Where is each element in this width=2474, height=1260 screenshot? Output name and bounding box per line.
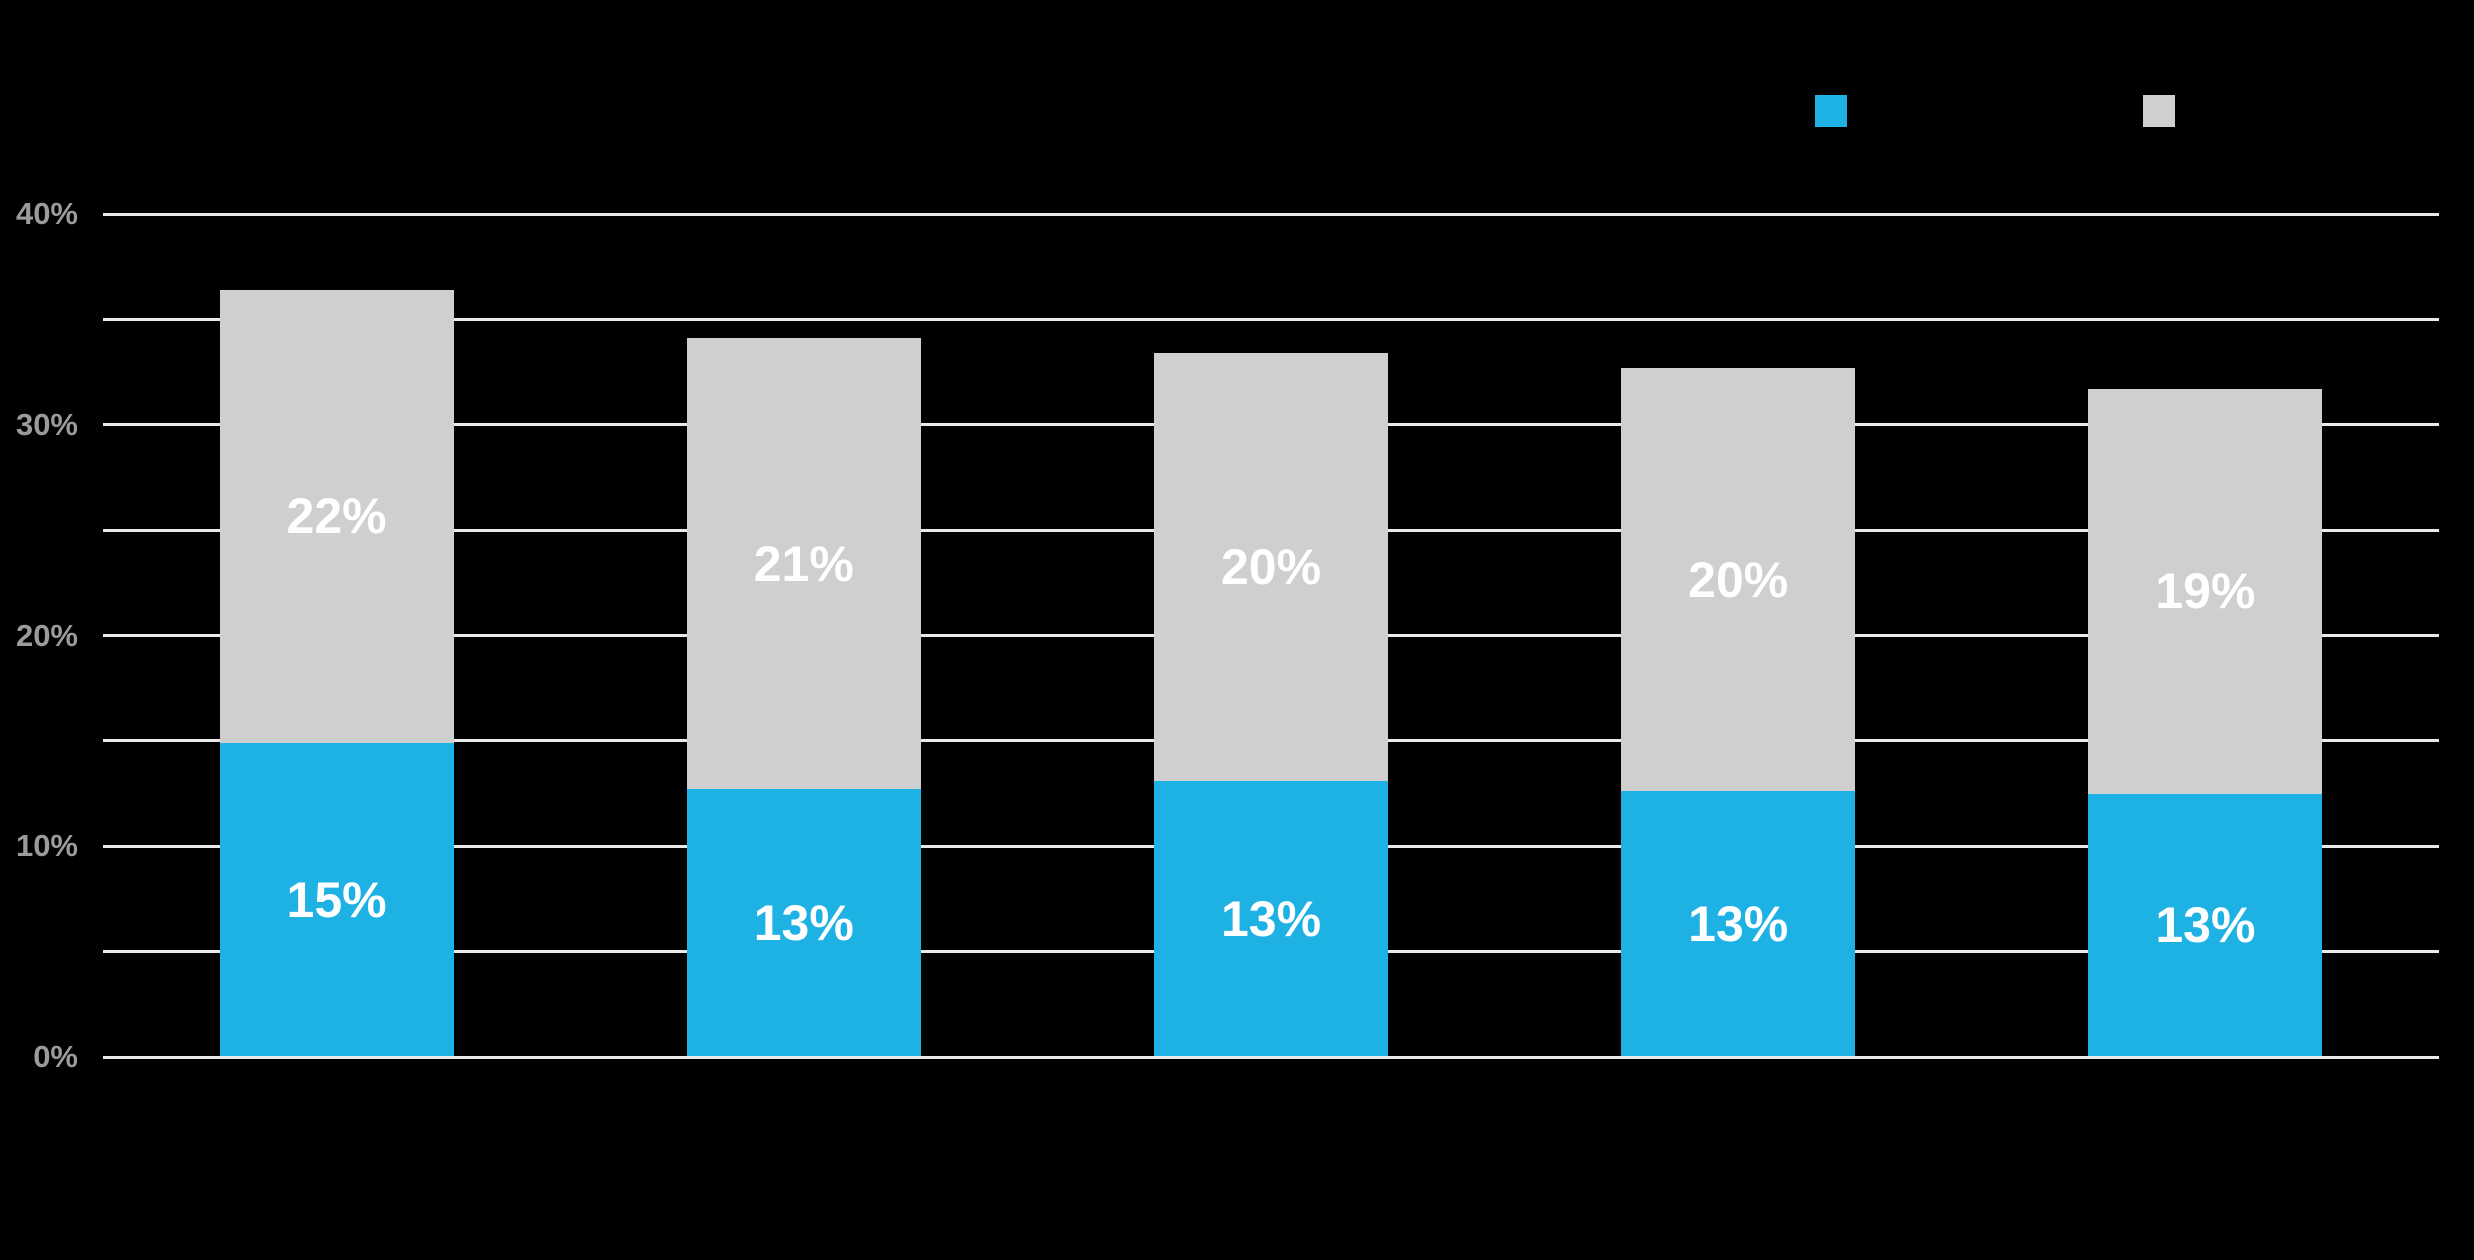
y-axis-tick-label: 40%: [15, 196, 78, 231]
bar-value-label: 20%: [1220, 539, 1322, 595]
y-axis-tick-label: 10%: [15, 828, 78, 864]
bar-value-label: 20%: [1688, 551, 1789, 608]
bar-segment-gray: 21%: [686, 338, 921, 790]
x-axis-line: [103, 1055, 2439, 1059]
bar-segment-blue: 13%: [686, 789, 921, 1057]
legend-swatch-gray-icon: [2143, 95, 2175, 127]
bar-segment-gray: 20%: [1154, 353, 1388, 781]
bar-value-label: 21%: [753, 535, 854, 592]
bar-value-label: 13%: [1220, 890, 1322, 947]
legend-item-blue: [1815, 95, 1861, 127]
bar-value-label: 13%: [1688, 896, 1789, 953]
bar-segment-blue: 13%: [1154, 780, 1388, 1057]
bar-segment-blue: 13%: [2088, 793, 2323, 1057]
bar-segment-blue: 15%: [219, 742, 454, 1057]
gridline: [103, 317, 2439, 321]
y-axis-tick-label: 20%: [15, 617, 78, 653]
bar-value-label: 13%: [2155, 897, 2256, 954]
bar-segment-blue: 13%: [1621, 791, 1856, 1057]
bar-value-label: 19%: [2155, 563, 2256, 620]
bar-segment-gray: 22%: [219, 289, 454, 743]
bar-value-label: 22%: [286, 488, 387, 545]
legend-item-gray: [2143, 95, 2189, 127]
bar-value-label: 15%: [286, 871, 387, 928]
bar-segment-gray: 19%: [2088, 388, 2323, 794]
legend: [0, 0, 2474, 160]
y-axis-tick-label: 0%: [33, 1039, 78, 1074]
legend-swatch-blue-icon: [1815, 95, 1847, 127]
y-axis-tick-label: 30%: [15, 406, 78, 442]
bar-value-label: 13%: [753, 895, 854, 952]
gridline: [103, 212, 2439, 216]
bar-segment-gray: 20%: [1621, 367, 1856, 792]
